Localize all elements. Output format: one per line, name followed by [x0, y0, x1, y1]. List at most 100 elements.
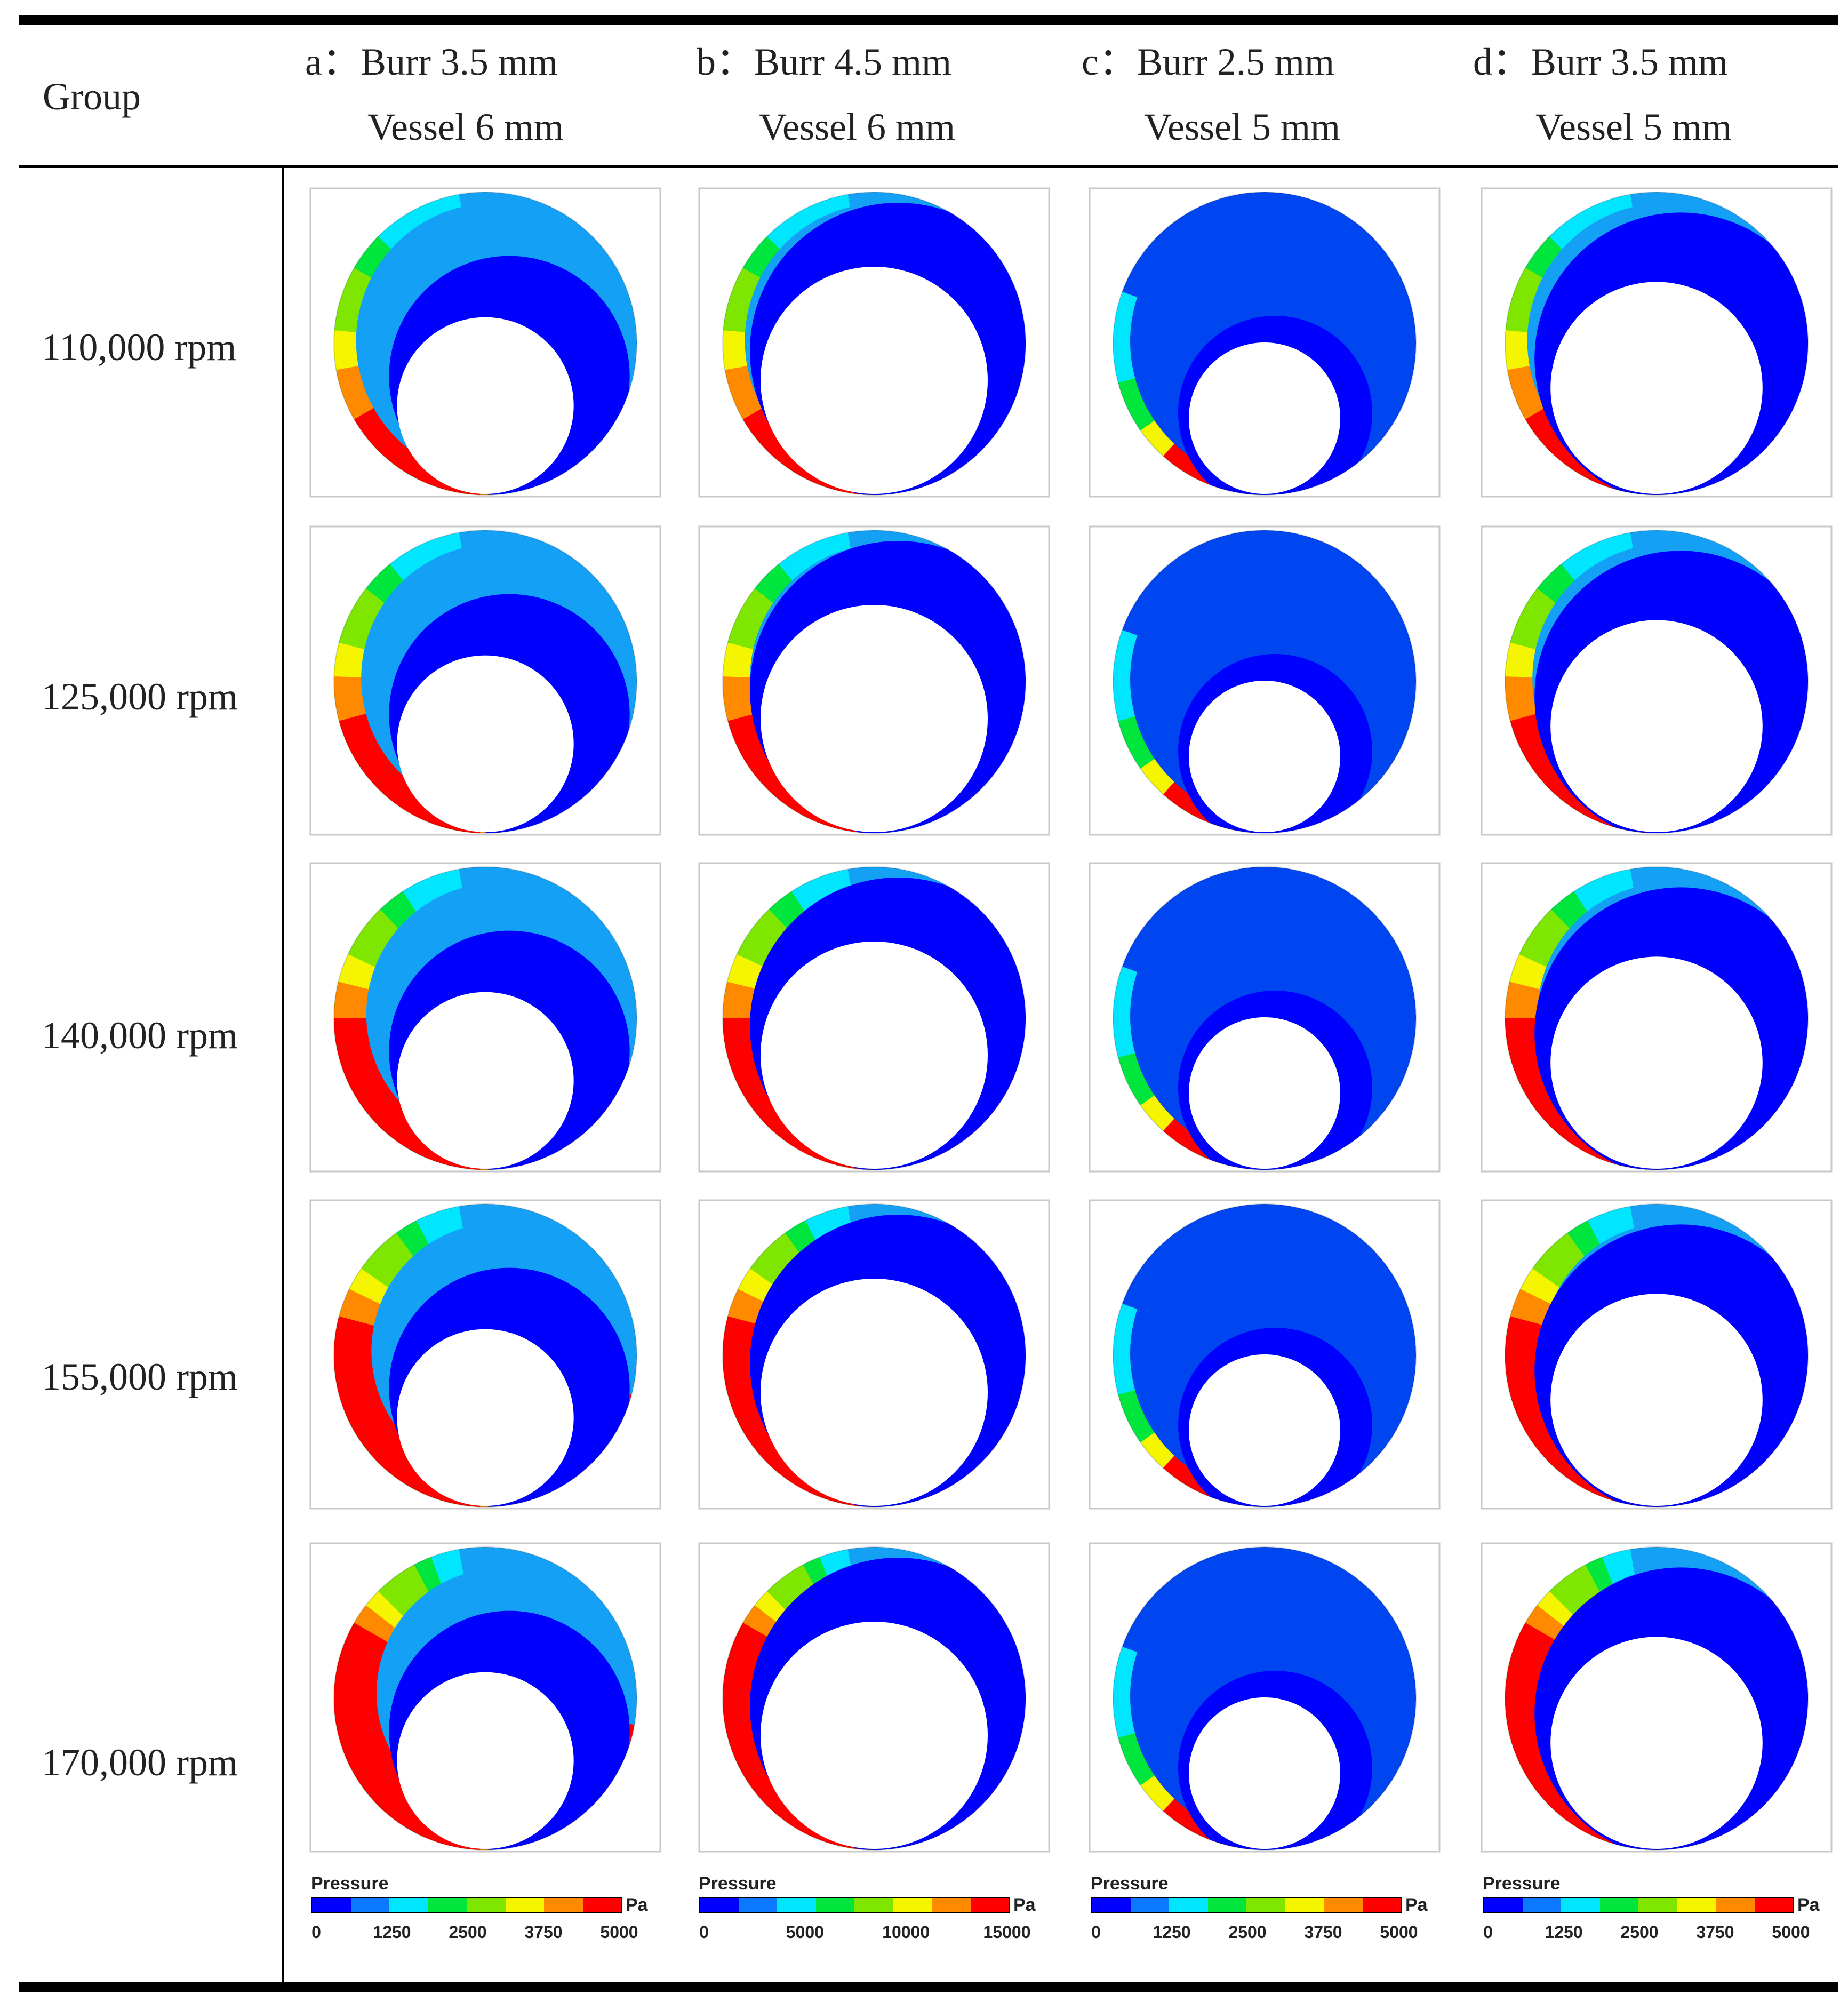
burr-hole: [1550, 1637, 1763, 1849]
contour-panel: [1481, 1199, 1833, 1510]
colorbar-c-swatch: [1362, 1898, 1401, 1912]
colorbar-b-title: Pressure: [699, 1873, 777, 1894]
vessel-outline: [1113, 1203, 1417, 1508]
contour-panel: [309, 525, 661, 836]
vessel-outline: [333, 1203, 637, 1508]
colorbar-b-tick: 0: [699, 1923, 709, 1942]
table-header-rule: [19, 165, 1838, 168]
contour-panel: [1481, 187, 1833, 498]
contour-panel: [1481, 1542, 1833, 1853]
colorbar-d-swatch: [1522, 1898, 1561, 1912]
vessel-outline: [333, 530, 637, 834]
burr-hole: [1550, 956, 1763, 1169]
colorbar-d-tick: 5000: [1772, 1923, 1810, 1942]
row-label-170000: 170,000 rpm: [42, 1741, 238, 1784]
contour-panel: [698, 862, 1050, 1173]
colorbar-b-swatch: [777, 1898, 816, 1912]
burr-hole: [761, 605, 988, 832]
vessel-outline: [1113, 1546, 1417, 1851]
column-d-vessel: Vessel 5 mm: [1535, 106, 1732, 148]
vessel-outline: [1505, 1546, 1809, 1851]
colorbar-c-tick: 3750: [1304, 1923, 1342, 1942]
contour-panel: [1481, 525, 1833, 836]
colorbar-a-swatch: [312, 1898, 351, 1912]
colorbar-d-swatch: [1716, 1898, 1755, 1912]
burr-hole: [397, 317, 574, 494]
colorbar-a-swatch: [389, 1898, 428, 1912]
colorbar-c-swatch: [1130, 1898, 1169, 1912]
colorbar-b-swatch: [970, 1898, 1009, 1912]
colorbar-a-swatch: [350, 1898, 389, 1912]
vessel-outline: [333, 1546, 637, 1851]
colorbar-d-title: Pressure: [1483, 1873, 1561, 1894]
burr-hole: [1189, 1017, 1340, 1169]
colorbar-b-tick: 5000: [786, 1923, 824, 1942]
group-header: Group: [43, 75, 141, 118]
burr-hole: [1189, 681, 1340, 832]
colorbar-c-swatch: [1207, 1898, 1246, 1912]
colorbar-a-tick: 1250: [373, 1923, 411, 1942]
colorbar-a-tick: 2500: [449, 1923, 487, 1942]
row-label-155000: 155,000 rpm: [42, 1355, 238, 1398]
column-header-d: d：Burr 3.5 mm Vessel 5 mm: [1473, 43, 1846, 146]
contour-panel: [1089, 525, 1441, 836]
table-column-divider: [282, 166, 284, 1983]
colorbar-c-swatch: [1092, 1898, 1131, 1912]
colorbar-b-swatch: [815, 1898, 854, 1912]
vessel-outline: [722, 866, 1026, 1170]
vessel-outline: [333, 192, 637, 496]
table-bottom-rule: [19, 1982, 1838, 1992]
colorbar-d-scale: [1483, 1897, 1794, 1913]
vessel-outline: [1505, 530, 1809, 834]
column-b-vessel: Vessel 6 mm: [759, 106, 955, 148]
vessel-outline: [1505, 1203, 1809, 1508]
vessel-outline: [1113, 866, 1417, 1170]
colorbar-c-swatch: [1246, 1898, 1285, 1912]
vessel-outline: [722, 1546, 1026, 1851]
vessel-outline: [722, 1203, 1026, 1508]
column-d-burr: d：Burr 3.5 mm: [1473, 41, 1728, 83]
contour-panel: [309, 1199, 661, 1510]
vessel-outline: [333, 866, 637, 1170]
colorbar-d-swatch: [1484, 1898, 1523, 1912]
contour-panel: [698, 187, 1050, 498]
colorbar-b-unit: Pa: [1013, 1895, 1036, 1915]
burr-hole: [397, 992, 574, 1169]
table-top-rule: [19, 15, 1838, 25]
colorbar-b-tick: 10000: [882, 1923, 930, 1942]
colorbar-a-swatch: [582, 1898, 621, 1912]
burr-hole: [761, 267, 988, 494]
colorbar-d-swatch: [1754, 1898, 1793, 1912]
colorbar-a-tick: 3750: [524, 1923, 563, 1942]
burr-hole: [1189, 1697, 1340, 1849]
row-label-125000: 125,000 rpm: [42, 675, 238, 718]
colorbar-a-tick: 5000: [600, 1923, 638, 1942]
colorbar-d-swatch: [1561, 1898, 1600, 1912]
colorbar-d-swatch: [1599, 1898, 1638, 1912]
colorbar-d-unit: Pa: [1797, 1895, 1820, 1915]
colorbar-b-swatch: [700, 1898, 739, 1912]
colorbar-a-title: Pressure: [311, 1873, 389, 1894]
colorbar-b-scale: [699, 1897, 1010, 1913]
burr-hole: [1189, 1354, 1340, 1506]
column-b-burr: b：Burr 4.5 mm: [697, 41, 951, 83]
burr-hole: [397, 1329, 574, 1506]
burr-hole: [761, 1279, 988, 1506]
burr-hole: [1550, 282, 1763, 494]
vessel-outline: [1505, 192, 1809, 496]
vessel-outline: [1113, 530, 1417, 834]
contour-panel: [1481, 862, 1833, 1173]
contour-panel: [1089, 187, 1441, 498]
vessel-outline: [1505, 866, 1809, 1170]
column-a-vessel: Vessel 6 mm: [367, 106, 564, 148]
colorbar-a-swatch: [467, 1898, 506, 1912]
colorbar-b-swatch: [854, 1898, 893, 1912]
column-c-burr: c：Burr 2.5 mm: [1082, 41, 1334, 83]
contour-panel: [309, 187, 661, 498]
column-c-vessel: Vessel 5 mm: [1144, 106, 1340, 148]
colorbar-c-tick: 5000: [1380, 1923, 1418, 1942]
colorbar-b-swatch: [893, 1898, 932, 1912]
colorbar-c: Pressure Pa 0 1250 2500 3750 5000: [1091, 1873, 1428, 1943]
colorbar-c-tick: 1250: [1153, 1923, 1191, 1942]
column-header-a: a：Burr 3.5 mm Vessel 6 mm: [305, 43, 678, 146]
